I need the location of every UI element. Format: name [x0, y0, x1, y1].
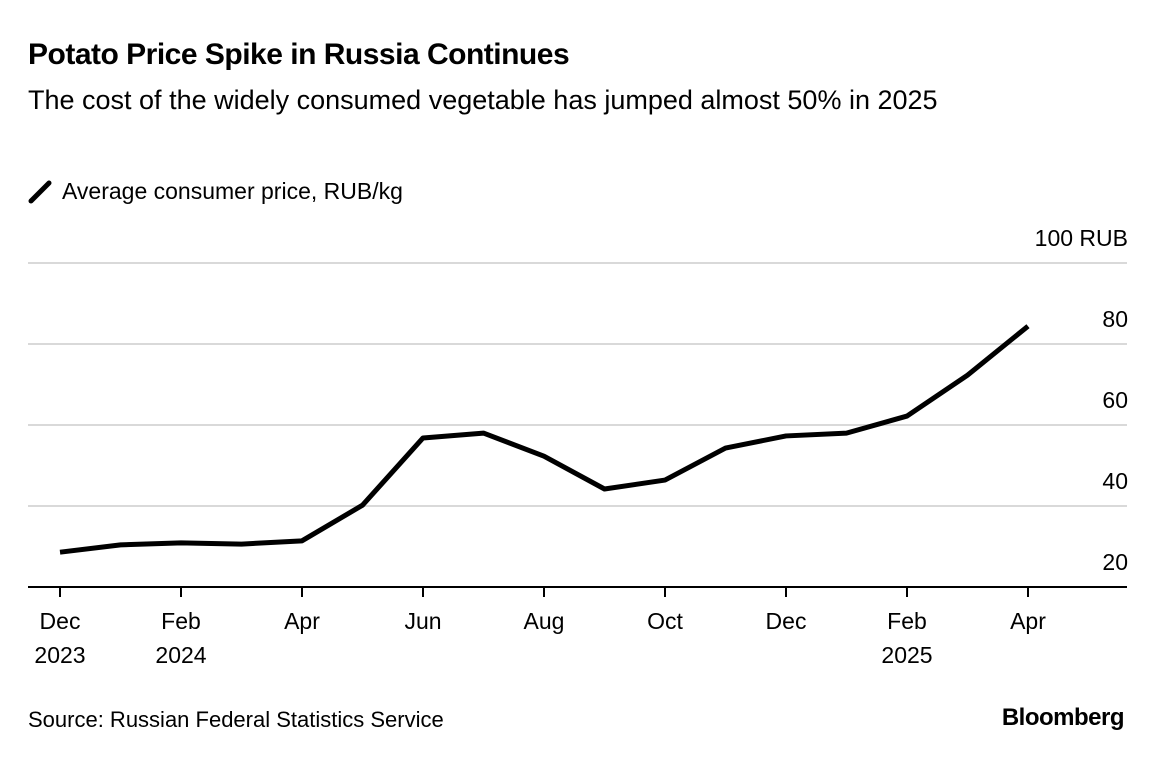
y-tick-label: 20 — [1102, 549, 1128, 575]
legend: Average consumer price, RUB/kg — [28, 178, 403, 205]
chart-title: Potato Price Spike in Russia Continues — [28, 38, 570, 71]
x-tick-label: Feb 2024 — [155, 608, 207, 668]
brand: Bloomberg — [1001, 704, 1125, 731]
x-tick-label: Apr — [1010, 608, 1046, 634]
x-tick-label: Jun — [404, 608, 442, 634]
x-tick-label: Aug — [523, 608, 565, 634]
x-tick-label: Apr — [284, 608, 320, 634]
y-tick-label: 60 — [1102, 387, 1128, 413]
x-tick-label: Dec 2023 — [34, 608, 86, 668]
x-tick-label: Dec — [765, 608, 807, 634]
y-tick-label: 100 RUB — [1034, 225, 1128, 251]
x-tick-label: Oct — [647, 608, 683, 634]
legend-swatch — [28, 180, 52, 203]
source: Source: Russian Federal Statistics Servi… — [28, 707, 444, 732]
chart-subtitle: The cost of the widely consumed vegetabl… — [28, 85, 938, 115]
y-tick-label: 40 — [1102, 468, 1128, 494]
legend-label: Average consumer price, RUB/kg — [62, 178, 403, 204]
line — [59, 324, 1030, 555]
x-tick-label: Feb 2025 — [881, 608, 933, 668]
y-tick-label: 80 — [1102, 306, 1128, 332]
